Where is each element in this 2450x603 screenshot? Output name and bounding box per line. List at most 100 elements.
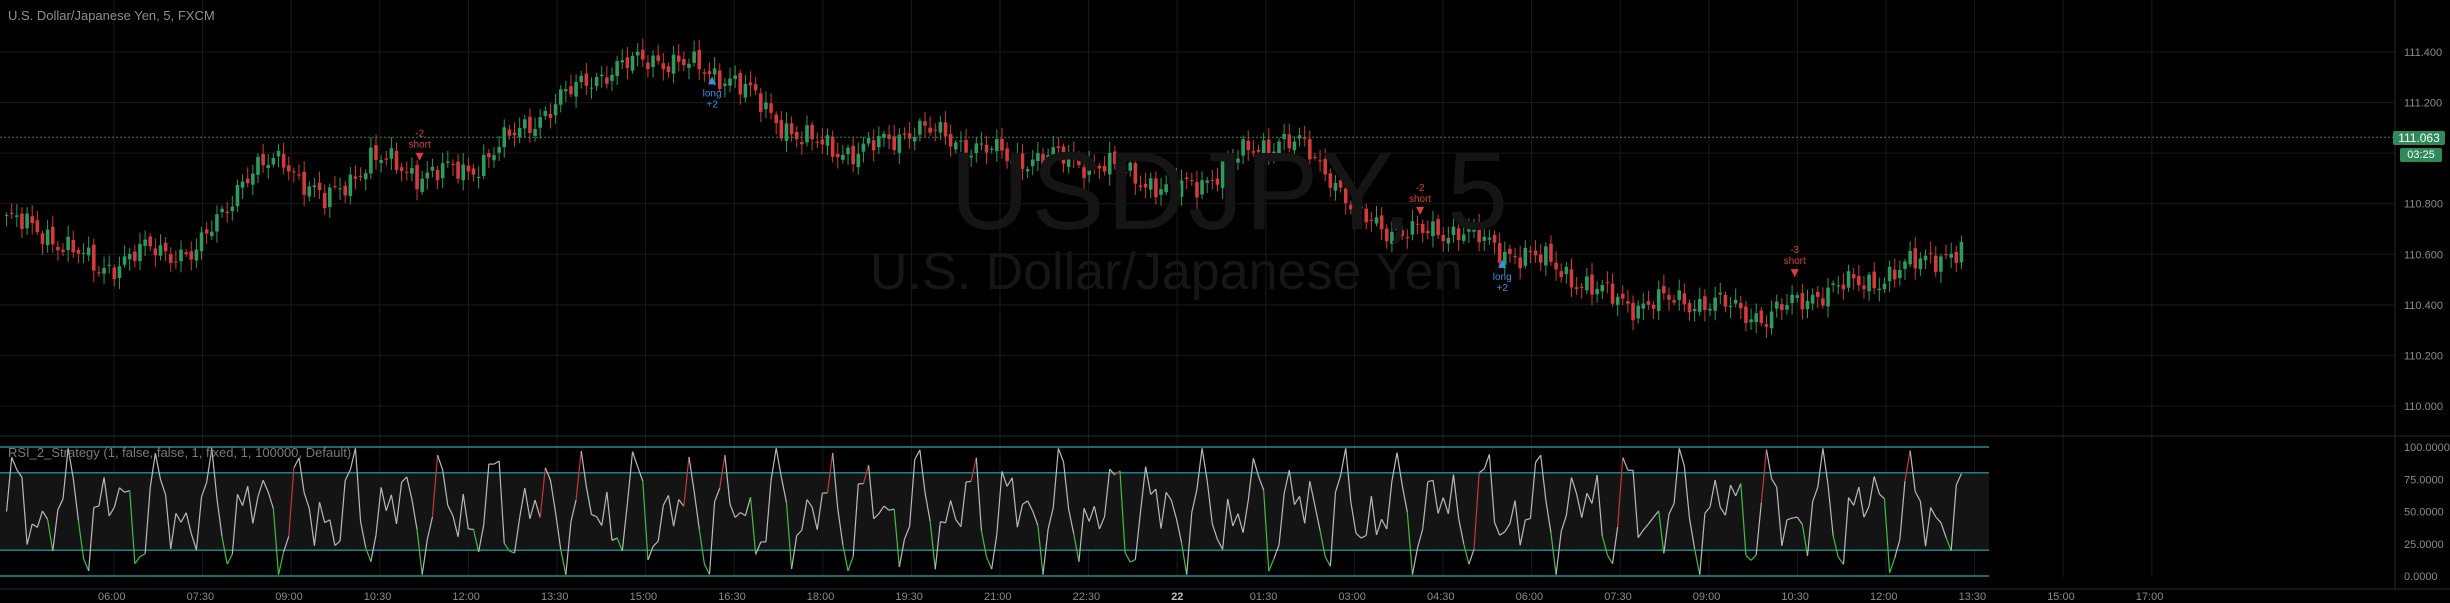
rsi-segment: [1545, 499, 1552, 534]
candle-body: [4, 215, 9, 217]
candle-body: [148, 236, 153, 247]
rsi-segment: [1848, 497, 1855, 506]
rsi-segment: [1688, 518, 1696, 549]
rsi-segment: [672, 499, 680, 527]
candle-body: [1179, 180, 1184, 197]
rsi-segment: [1458, 518, 1465, 545]
rsi-segment: [996, 471, 1003, 535]
rsi-segment: [1319, 530, 1326, 557]
rsi-segment: [1032, 511, 1039, 526]
candle-body: [1133, 163, 1138, 184]
time-tick-label: 21:00: [984, 591, 1012, 603]
candle-body: [769, 103, 773, 113]
candle-body: [625, 57, 630, 69]
rsi-segment: [1068, 509, 1075, 535]
rsi-segment: [1406, 512, 1414, 575]
rsi-segment: [642, 481, 649, 561]
rsi-segment: [21, 477, 28, 545]
rsi-segment: [1057, 448, 1065, 463]
rsi-segment: [683, 456, 690, 507]
candle-body: [40, 233, 45, 244]
rsi-segment: [785, 502, 793, 570]
rsi-segment: [1525, 517, 1531, 521]
time-tick-label: 10:30: [364, 591, 392, 603]
rsi-segment: [1468, 549, 1475, 565]
rsi-segment: [1283, 470, 1290, 494]
candle-body: [168, 254, 173, 263]
rsi-segment: [1499, 531, 1506, 536]
candle-body: [933, 129, 938, 131]
candle-body: [1292, 141, 1297, 151]
candle-body: [256, 156, 260, 175]
candle-body: [1651, 304, 1656, 309]
time-tick-label: 18:00: [807, 591, 835, 603]
rsi-segment: [1622, 457, 1629, 471]
rsi-segment: [585, 486, 593, 515]
candle-body: [610, 75, 614, 81]
candle-body: [1605, 282, 1610, 284]
candle-body: [861, 143, 866, 152]
candle-body: [1379, 215, 1384, 230]
candle-body: [723, 83, 727, 86]
rsi-segment: [832, 453, 839, 509]
candle-body: [1467, 228, 1471, 232]
candle-body: [1954, 251, 1959, 263]
candle-body: [1107, 152, 1112, 175]
rsi-segment: [1873, 476, 1880, 495]
rsi-segment: [1678, 448, 1685, 467]
candle-body: [605, 77, 609, 84]
rsi-segment: [867, 465, 875, 519]
marker-side-label: short: [1409, 194, 1431, 205]
candle-body: [830, 136, 835, 157]
candle-body: [66, 236, 70, 251]
candle-body: [1933, 255, 1938, 272]
candle-body: [1113, 151, 1117, 164]
candle-body: [102, 268, 106, 274]
rsi-segment: [1565, 477, 1573, 516]
rsi-segment: [1473, 472, 1480, 550]
candle-body: [1677, 290, 1682, 300]
candle-body: [1667, 294, 1671, 300]
rsi-segment: [1288, 470, 1296, 505]
candle-body: [1887, 266, 1892, 282]
candle-body: [1102, 165, 1107, 172]
arrow-down-icon: [1416, 206, 1425, 215]
rsi-segment: [647, 546, 654, 561]
rsi-segment: [1935, 516, 1942, 523]
rsi-segment: [519, 487, 526, 518]
rsi-segment: [1191, 489, 1198, 513]
rsi-segment: [944, 500, 952, 523]
candle-body: [1272, 151, 1276, 154]
candle-body: [302, 171, 306, 195]
rsi-segment: [1145, 466, 1152, 495]
candle-body: [564, 89, 568, 92]
rsi-segment: [98, 477, 105, 507]
rsi-segment: [606, 491, 613, 541]
candle-body: [1210, 180, 1215, 182]
rsi-segment: [1098, 516, 1106, 530]
rsi-segment: [1781, 519, 1788, 546]
rsi-segment: [303, 492, 310, 509]
candle-body: [1949, 253, 1953, 258]
candle-body: [307, 186, 312, 197]
rsi-segment: [1950, 484, 1957, 551]
candle-body: [71, 239, 76, 253]
candle-body: [866, 137, 871, 144]
rsi-segment: [1560, 515, 1567, 532]
rsi-segment: [1062, 462, 1070, 510]
rsi-segment: [324, 519, 331, 524]
rsi-segment: [124, 489, 130, 493]
candle-body: [15, 215, 19, 217]
candle-body: [97, 272, 101, 274]
rsi-segment: [1730, 484, 1737, 497]
rsi-segment: [950, 500, 957, 520]
rsi-segment: [1237, 513, 1244, 533]
rsi-segment: [991, 534, 998, 570]
candle-body: [902, 133, 907, 135]
rsi-segment: [1858, 486, 1865, 518]
rsi-segment: [1863, 505, 1870, 518]
rsi-segment: [1370, 496, 1378, 536]
candle-body: [1236, 158, 1240, 163]
rsi-segment: [1416, 528, 1424, 548]
